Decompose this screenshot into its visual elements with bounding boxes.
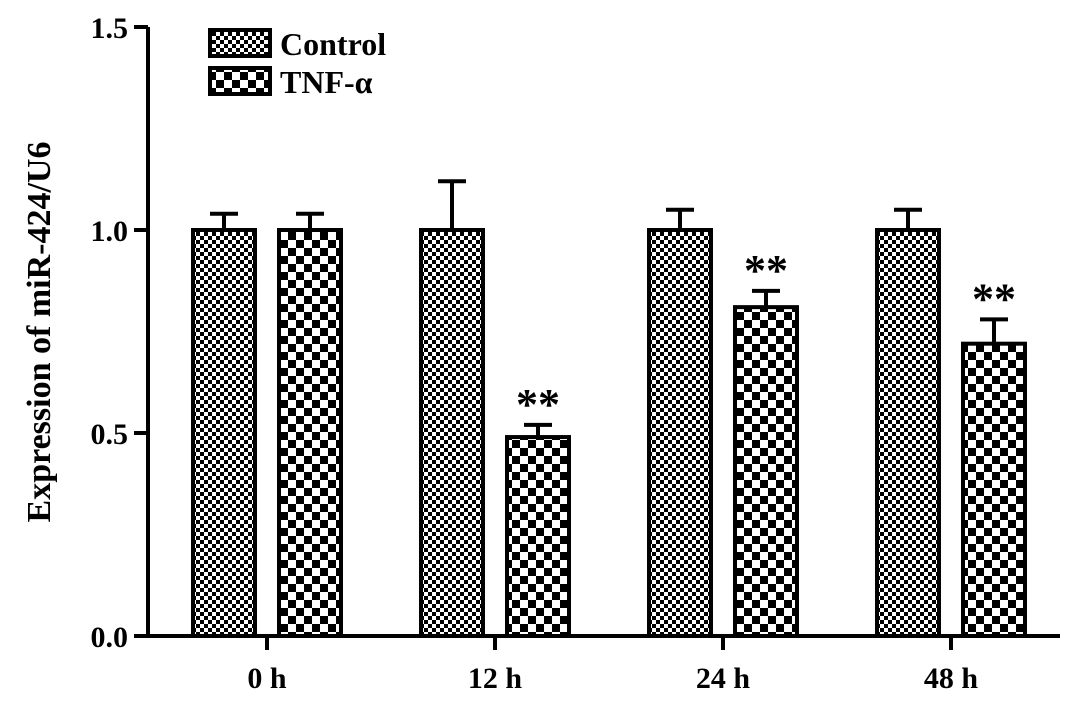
bar-Control (875, 228, 941, 638)
y-tick-label: 0.5 (91, 418, 129, 451)
x-tick-label: 48 h (924, 662, 979, 695)
x-tick-label: 24 h (696, 662, 751, 695)
legend-label: TNF-α (280, 64, 373, 100)
legend-label: Control (280, 26, 386, 62)
y-tick-label: 1.0 (91, 215, 129, 248)
significance-label: ** (972, 274, 1016, 323)
significance-label: ** (516, 380, 560, 429)
bar-TNF-α (277, 228, 343, 638)
bar-TNF-α (505, 435, 571, 638)
bar-TNF-α (733, 305, 799, 638)
bar-TNF-α (961, 341, 1027, 638)
legend-swatch (208, 28, 272, 58)
significance-label: ** (744, 246, 788, 295)
x-tick-label: 0 h (247, 662, 287, 695)
y-tick-label: 0.0 (91, 621, 129, 654)
x-tick-label: 12 h (468, 662, 523, 695)
legend-swatch (208, 66, 272, 96)
bar-Control (647, 228, 713, 638)
bar-Control (419, 228, 485, 638)
y-axis-label: Expression of miR-424/U6 (21, 142, 58, 523)
bar-Control (191, 228, 257, 638)
y-tick-label: 1.5 (91, 12, 129, 45)
